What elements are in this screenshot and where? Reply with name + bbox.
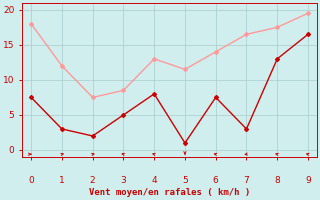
X-axis label: Vent moyen/en rafales ( km/h ): Vent moyen/en rafales ( km/h ) [89,188,250,197]
